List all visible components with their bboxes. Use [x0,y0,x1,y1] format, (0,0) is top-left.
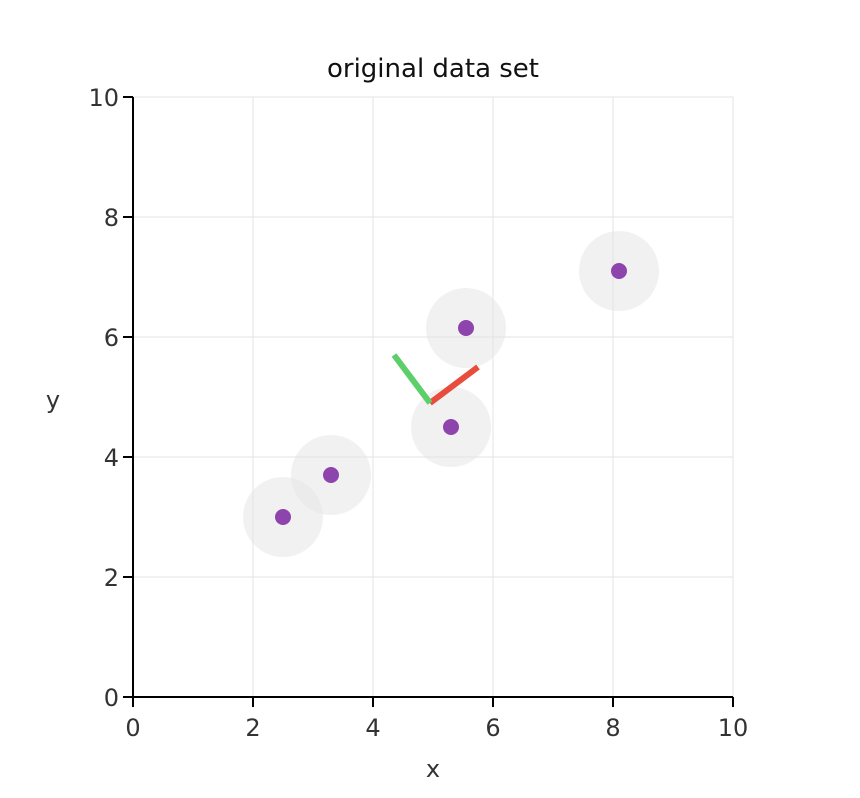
data-points [275,263,627,525]
point-halos [243,231,659,557]
data-point-0 [275,509,291,525]
y-tick-label-5: 10 [88,84,119,112]
x-tick-label-2: 4 [365,714,380,742]
data-point-4 [611,263,627,279]
data-point-2 [443,419,459,435]
axes [132,97,733,698]
x-tick-label-0: 0 [125,714,140,742]
x-axis-ticks: 0 2 4 6 8 10 [125,697,748,742]
data-point-1 [323,467,339,483]
y-tick-label-1: 2 [104,564,119,592]
y-axis-label: y [46,386,60,414]
data-point-3 [458,320,474,336]
component-vector-1 [391,353,433,405]
x-tick-label-5: 10 [718,714,749,742]
x-tick-label-4: 8 [605,714,620,742]
y-axis-ticks: 0 2 4 6 8 10 [88,84,133,712]
x-tick-label-1: 2 [245,714,260,742]
chart-title: original data set [327,54,539,84]
component-vectors [391,353,480,406]
x-axis-label: x [426,755,440,783]
y-tick-label-0: 0 [104,684,119,712]
y-tick-label-2: 4 [104,444,119,472]
y-tick-label-4: 8 [104,204,119,232]
grid [133,96,734,697]
y-tick-label-3: 6 [104,324,119,352]
x-tick-label-3: 6 [485,714,500,742]
component-vector-0 [428,364,480,406]
